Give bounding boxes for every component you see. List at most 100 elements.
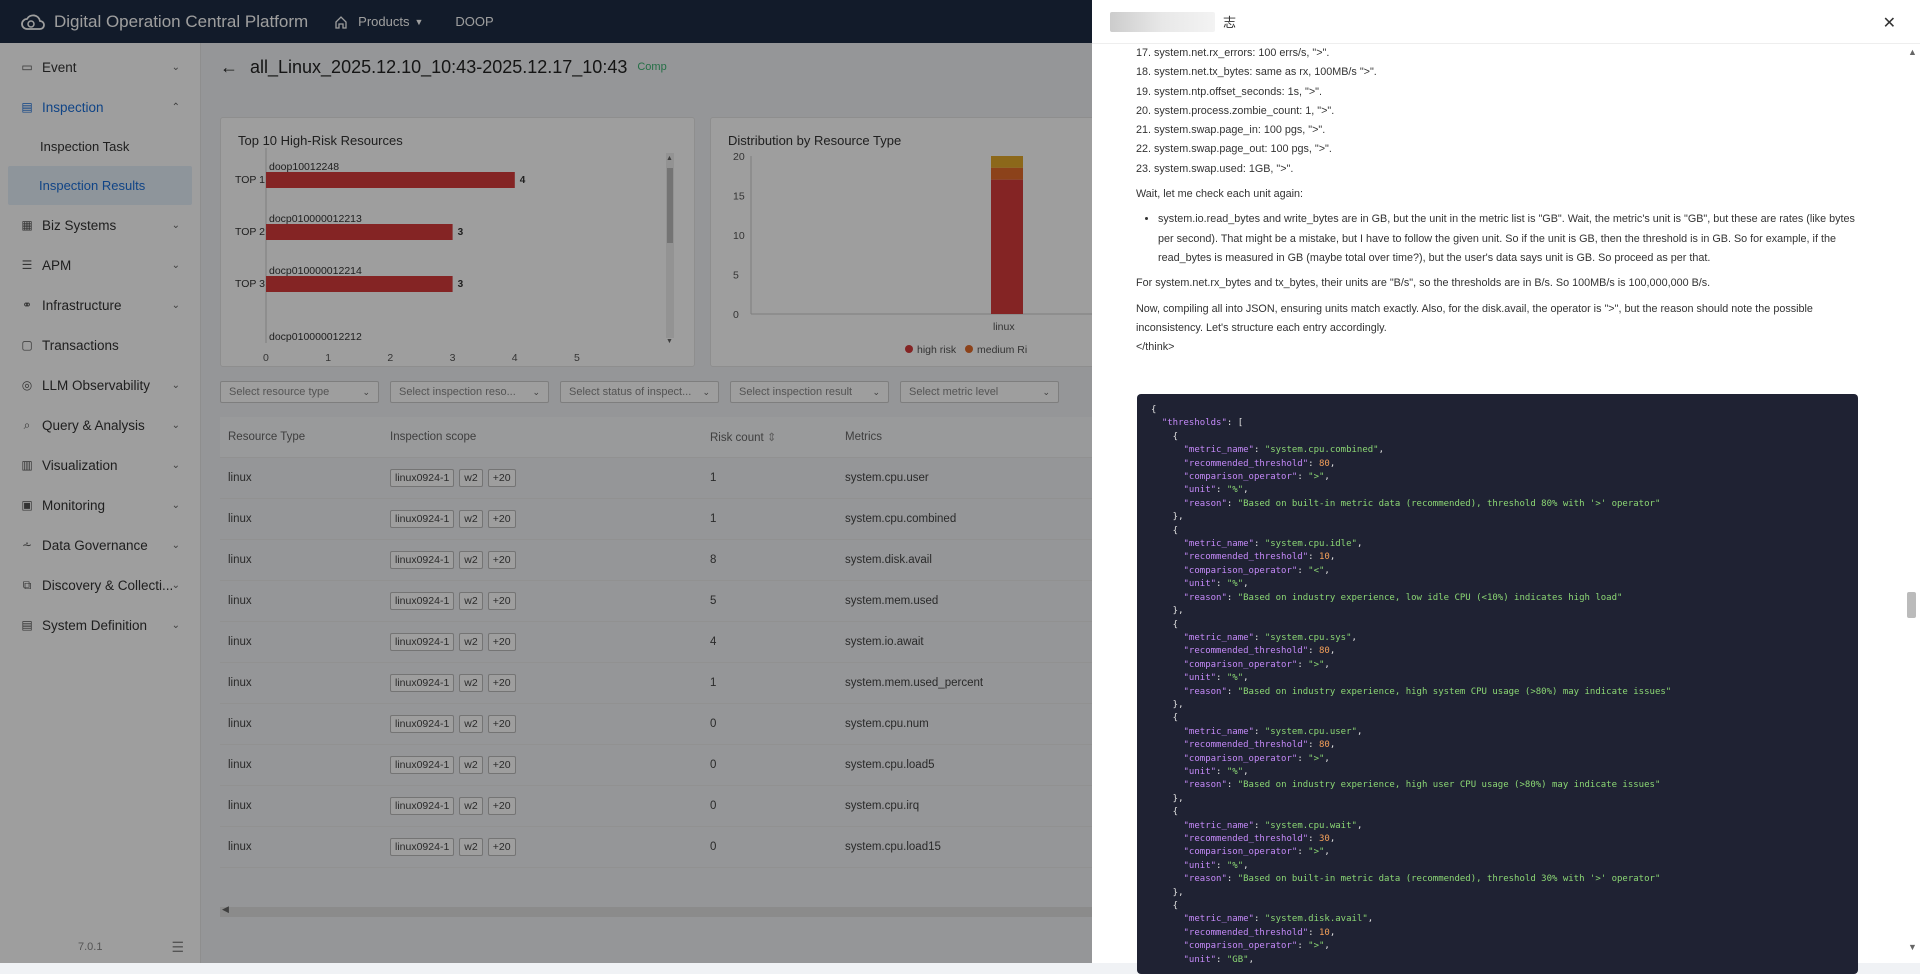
scope-chip[interactable]: linux0924-1 <box>390 715 455 733</box>
sidebar-item-transactions[interactable]: ▢ Transactions <box>0 325 200 365</box>
scope-chip[interactable]: w2 <box>459 838 483 856</box>
cell-risk-count: 1 <box>710 677 717 689</box>
scope-chip[interactable]: +20 <box>487 510 516 528</box>
inspection-status-select[interactable]: Select status of inspect... ⌄ <box>560 381 719 403</box>
scope-chip[interactable]: linux0924-1 <box>390 756 455 774</box>
scope-chip[interactable]: +20 <box>487 756 516 774</box>
cell-metric: system.cpu.num <box>845 718 929 730</box>
scope-chip[interactable]: linux0924-1 <box>390 797 455 815</box>
bar-value-label: 3 <box>458 279 464 290</box>
scope-chip[interactable]: +20 <box>487 633 516 651</box>
scope-chip[interactable]: w2 <box>459 674 483 692</box>
sidebar-item-system-definition[interactable]: ▤ System Definition ⌄ <box>0 605 200 645</box>
scope-chip[interactable]: w2 <box>459 469 483 487</box>
inspection-result-select[interactable]: Select inspection result ⌄ <box>730 381 889 403</box>
x-tick-label: 4 <box>512 352 518 364</box>
scope-chip[interactable]: linux0924-1 <box>390 592 455 610</box>
table-row[interactable]: linux linux0924-1 w2 +20 1 system.cpu.user <box>220 458 1306 499</box>
list-item: 18. system.net.tx_bytes: same as rx, 100… <box>1136 66 1377 79</box>
sidebar-item-event[interactable]: ▭ Event ⌄ <box>0 47 200 87</box>
table-row[interactable]: linux linux0924-1 w2 +20 1 system.cpu.combine… <box>220 499 1306 540</box>
scope-chip[interactable]: w2 <box>459 592 483 610</box>
cell-risk-count: 5 <box>710 595 717 607</box>
scope-chip[interactable]: w2 <box>459 633 483 651</box>
horizontal-scrollbar[interactable]: ◀ <box>220 904 1306 917</box>
bar-value-label: 4 <box>520 175 526 186</box>
scope-chip[interactable]: +20 <box>487 715 516 733</box>
scope-chip[interactable]: w2 <box>459 715 483 733</box>
logo[interactable]: Digital Operation Central Platform <box>20 12 308 32</box>
sidebar-subitem-inspection-results[interactable]: Inspection Results <box>8 166 192 205</box>
cell-inspection-scope: linux0924-1 w2 +20 <box>390 633 710 651</box>
bar-segment <box>991 179 1023 314</box>
table-row[interactable]: linux linux0924-1 w2 +20 0 system.cpu.load15 <box>220 827 1306 868</box>
table-row[interactable]: linux linux0924-1 w2 +20 8 system.disk.avail <box>220 540 1306 581</box>
scope-chip[interactable]: w2 <box>459 797 483 815</box>
legend-high-marker <box>905 345 913 353</box>
select-placeholder: Select status of inspect... <box>569 386 692 398</box>
sidebar-item-query[interactable]: ⌕ Query & Analysis ⌄ <box>0 405 200 445</box>
header-label: Risk count <box>710 432 764 444</box>
sidebar-item-visualization[interactable]: ▥ Visualization ⌄ <box>0 445 200 485</box>
scope-chip[interactable]: linux0924-1 <box>390 510 455 528</box>
list-item: 19. system.ntp.offset_seconds: 1s, ">". <box>1136 85 1323 98</box>
scope-chip[interactable]: w2 <box>459 756 483 774</box>
cell-metric: system.disk.avail <box>845 554 932 566</box>
scope-chip[interactable]: +20 <box>487 838 516 856</box>
scope-chip[interactable]: linux0924-1 <box>390 838 455 856</box>
modal-overlay[interactable] <box>0 0 1092 963</box>
scope-chip[interactable]: +20 <box>487 797 516 815</box>
sidebar-item-infrastructure[interactable]: ⚭ Infrastructure ⌄ <box>0 285 200 325</box>
table-row[interactable]: linux linux0924-1 w2 +20 5 system.mem.used <box>220 581 1306 622</box>
cloud-logo-icon <box>21 14 45 30</box>
back-arrow-icon[interactable]: ← <box>220 56 238 77</box>
scope-chip[interactable]: linux0924-1 <box>390 551 455 569</box>
sidebar-item-apm[interactable]: ☰ APM ⌄ <box>0 245 200 285</box>
chevron-down-icon: ⌄ <box>702 386 710 397</box>
sort-icon[interactable]: ⇕ <box>766 432 777 444</box>
scrollbar-thumb[interactable] <box>1907 592 1916 618</box>
select-placeholder: Select metric level <box>909 386 999 398</box>
top-risk-chart: doop10012248 TOP 1 4 docp010000012213 TOP 2 3… <box>235 148 674 364</box>
scope-chip[interactable]: w2 <box>459 551 483 569</box>
sidebar-subitem-inspection-task[interactable]: Inspection Task <box>40 139 130 154</box>
resource-type-select[interactable]: Select resource type ⌄ <box>220 381 379 403</box>
header-risk-count[interactable]: Risk count ⇕ <box>710 430 845 444</box>
chevron-down-icon: ⌄ <box>171 579 180 591</box>
scroll-down-icon: ▼ <box>666 338 673 345</box>
doop-link[interactable]: DOOP <box>455 14 494 29</box>
scope-chip[interactable]: +20 <box>487 469 516 487</box>
scope-chip[interactable]: w2 <box>459 510 483 528</box>
table-row[interactable]: linux linux0924-1 w2 +20 0 system.cpu.num <box>220 704 1306 745</box>
cell-inspection-scope: linux0924-1 w2 +20 <box>390 469 710 487</box>
sidebar-item-biz-systems[interactable]: ▦ Biz Systems ⌄ <box>0 205 200 245</box>
table-row[interactable]: linux linux0924-1 w2 +20 4 system.io.await <box>220 622 1306 663</box>
cell-resource-type: linux <box>228 800 252 812</box>
table-row[interactable]: linux linux0924-1 w2 +20 0 system.cpu.irq <box>220 786 1306 827</box>
sidebar-item-label: Query & Analysis <box>42 417 145 433</box>
scope-chip[interactable]: +20 <box>487 592 516 610</box>
products-menu[interactable]: Products ▼ <box>334 14 423 29</box>
chevron-down-icon: ⌄ <box>362 386 370 397</box>
inspection-resource-select[interactable]: Select inspection reso... ⌄ <box>390 381 549 403</box>
collapse-sidebar-icon[interactable]: ☰ <box>171 939 184 955</box>
table-row[interactable]: linux linux0924-1 w2 +20 1 system.mem.used_pe… <box>220 663 1306 704</box>
sidebar-item-label: Monitoring <box>42 497 106 513</box>
scope-chip[interactable]: linux0924-1 <box>390 469 455 487</box>
scope-chip[interactable]: linux0924-1 <box>390 633 455 651</box>
sidebar-item-discovery[interactable]: ⧉ Discovery & Collecti... ⌄ <box>0 565 200 605</box>
scope-chip[interactable]: linux0924-1 <box>390 674 455 692</box>
status-badge: Comp <box>637 61 667 73</box>
sidebar-item-inspection[interactable]: ▤ Inspection ⌃ <box>0 87 200 127</box>
metric-level-select[interactable]: Select metric level ⌄ <box>900 381 1059 403</box>
sidebar-item-data-governance[interactable]: ⩪ Data Governance ⌄ <box>0 525 200 565</box>
scope-chip[interactable]: +20 <box>487 551 516 569</box>
close-icon[interactable]: ✕ <box>1882 15 1896 32</box>
vertical-scrollbar[interactable]: ▲ ▼ <box>1908 47 1917 952</box>
table-row[interactable]: linux linux0924-1 w2 +20 0 system.cpu.load5 <box>220 745 1306 786</box>
scope-chip[interactable]: +20 <box>487 674 516 692</box>
sidebar-item-llm[interactable]: ◎ LLM Observability ⌄ <box>0 365 200 405</box>
sidebar-item-monitoring[interactable]: ▣ Monitoring ⌄ <box>0 485 200 525</box>
chevron-down-icon: ⌄ <box>171 499 180 511</box>
page-title: all_Linux_2025.12.10_10:43-2025.12.17_10… <box>250 56 628 77</box>
